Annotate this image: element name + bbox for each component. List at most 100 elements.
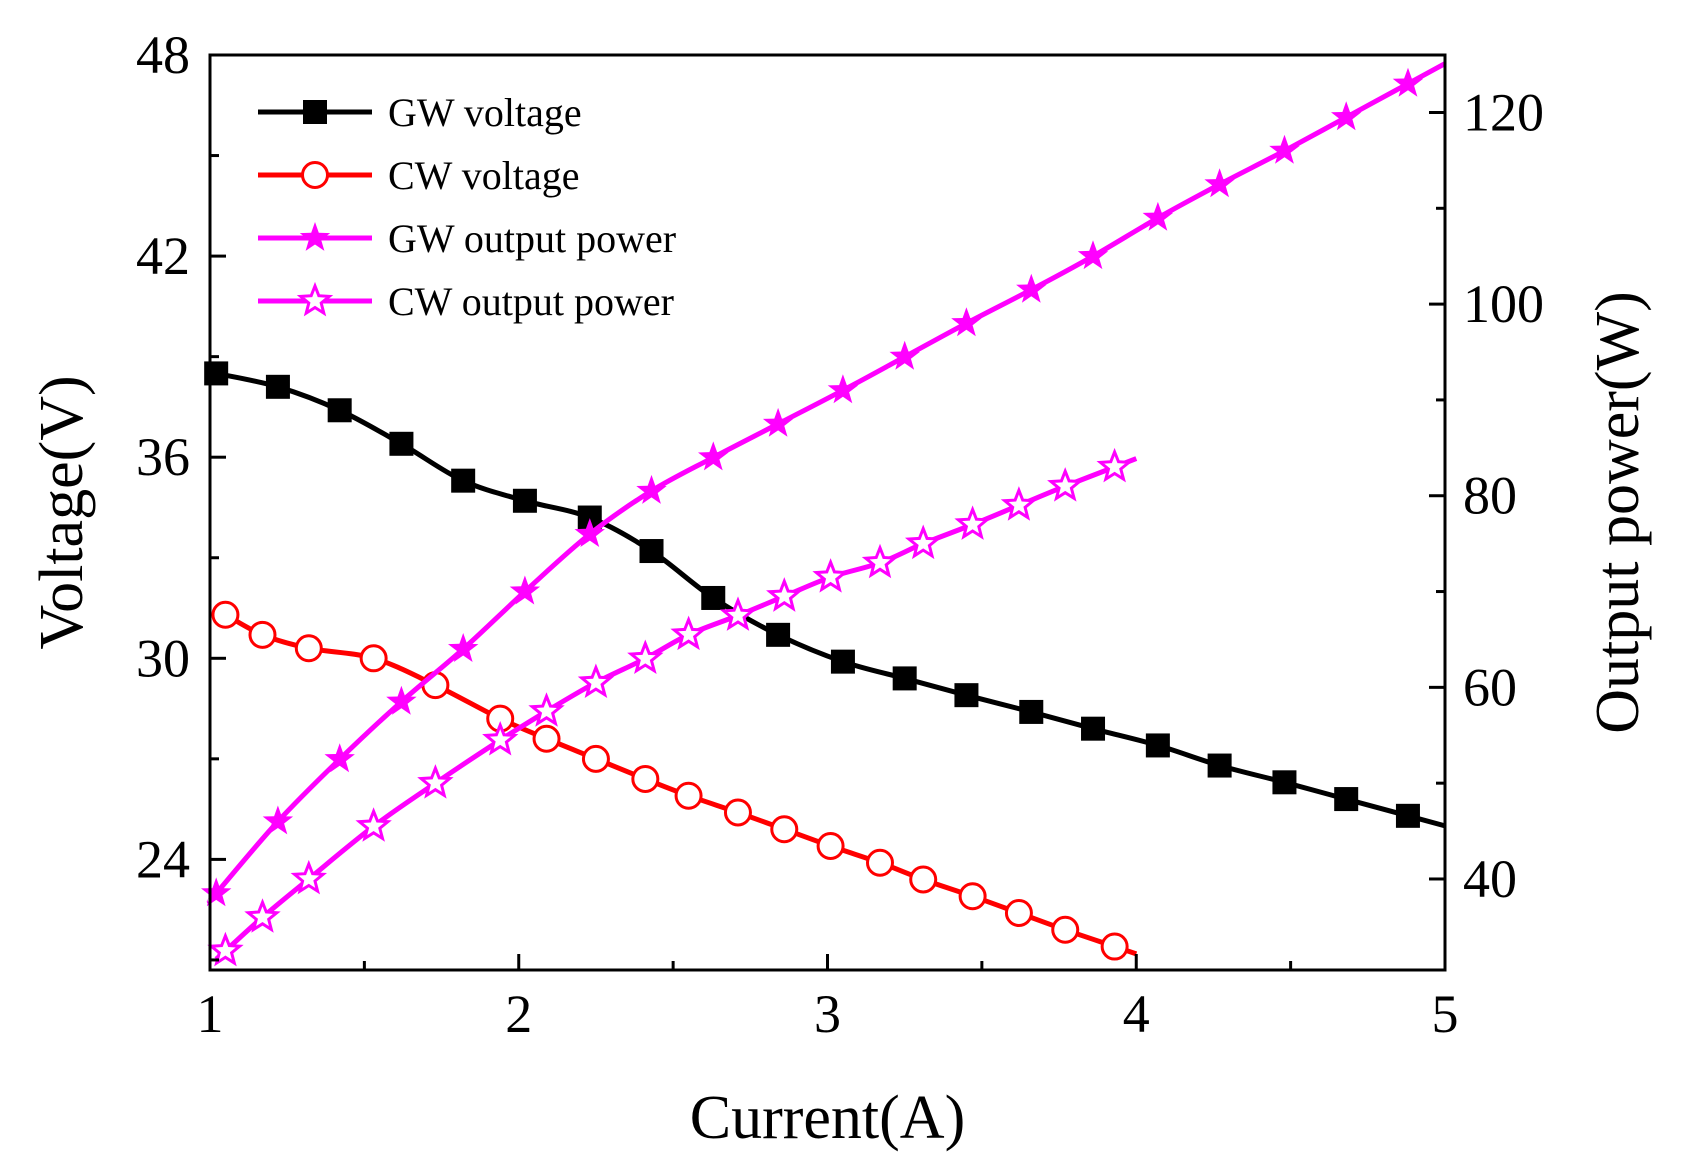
data-point (1269, 134, 1300, 164)
data-point (1272, 770, 1297, 795)
data-point (327, 398, 352, 423)
data-point (909, 865, 938, 894)
data-point (581, 744, 610, 773)
legend-marker (299, 222, 331, 251)
legend-item: CW output power (258, 279, 674, 324)
data-point (201, 877, 232, 907)
y-tick-label: 42 (136, 226, 190, 286)
y2-tick-label: 40 (1463, 849, 1517, 909)
data-point (1395, 803, 1420, 828)
data-point (482, 720, 519, 756)
ticks-layer: 1 2 3 4 5 24 30 36 42 48 40 60 80 100 120 (136, 25, 1544, 1044)
data-point (577, 663, 615, 699)
y-axis-title: Voltage(V) (28, 375, 96, 649)
series-line (206, 61, 1447, 904)
y-tick-label: 48 (136, 25, 190, 85)
data-point (698, 441, 729, 471)
series-cw-voltage (211, 600, 1138, 961)
data-point (421, 671, 450, 700)
data-point (719, 596, 757, 631)
data-point (574, 518, 605, 547)
data-point (1004, 899, 1033, 928)
data-point (512, 488, 537, 513)
x-tick-label: 1 (197, 984, 224, 1044)
data-point (951, 307, 982, 337)
series-cw-output-power (207, 447, 1138, 967)
legend-marker (301, 161, 329, 189)
legend-label: GW output power (388, 216, 676, 261)
y2-tick-label: 120 (1463, 82, 1544, 142)
series-line (215, 607, 1138, 957)
data-point (1081, 716, 1106, 741)
data-point (207, 931, 244, 967)
series-line (214, 456, 1138, 962)
data-point (766, 577, 803, 612)
legend: GW voltage CW voltage GW output power CW ou… (258, 90, 676, 324)
data-point (1077, 240, 1109, 270)
series-layer (201, 61, 1447, 967)
data-point (639, 539, 664, 564)
data-point (1019, 699, 1044, 724)
data-point (389, 431, 414, 456)
data-point (954, 683, 979, 708)
y2-axis-title: Output power(W) (1584, 291, 1652, 733)
data-point (827, 374, 859, 404)
y-tick-label: 30 (136, 628, 190, 688)
data-point (509, 575, 541, 605)
data-point (812, 558, 849, 593)
data-point (861, 543, 899, 579)
legend-item: GW voltage (258, 90, 582, 135)
data-point (1204, 168, 1235, 198)
y-tick-label: 36 (136, 427, 190, 487)
series-gw-voltage (204, 361, 1446, 829)
data-point (324, 743, 355, 773)
legend-item: GW output power (258, 216, 676, 261)
data-point (816, 831, 845, 860)
data-point (451, 468, 476, 493)
data-point (1207, 753, 1232, 778)
data-point (1392, 67, 1424, 97)
x-tick-label: 3 (814, 984, 841, 1044)
legend-label: GW voltage (388, 90, 582, 135)
data-point (248, 620, 277, 649)
legend-marker (296, 281, 334, 317)
x-tick-label: 4 (1123, 984, 1150, 1044)
data-point (528, 692, 565, 727)
data-point (355, 807, 392, 842)
data-point (386, 685, 417, 715)
data-point (1000, 486, 1038, 521)
data-point (1096, 447, 1133, 483)
legend-marker (303, 100, 327, 124)
y2-tick-label: 100 (1463, 274, 1544, 334)
data-point (889, 340, 920, 370)
data-point (204, 361, 229, 386)
legend-label: CW output power (388, 279, 674, 324)
x-axis-title: Current(A) (690, 1084, 965, 1152)
data-point (1145, 733, 1170, 758)
data-point (1331, 101, 1362, 131)
legend-label: CW voltage (388, 153, 579, 198)
data-point (723, 798, 752, 827)
data-point (448, 633, 479, 662)
data-point (904, 524, 942, 560)
data-point (1051, 915, 1080, 944)
data-point (290, 859, 328, 895)
y-tick-label: 24 (136, 829, 190, 889)
x-tick-label: 5 (1432, 984, 1459, 1044)
data-point (674, 781, 703, 810)
data-point (892, 666, 917, 691)
legend-item: CW voltage (258, 153, 579, 198)
data-point (766, 622, 791, 647)
data-point (417, 764, 454, 799)
series-gw-output-power (201, 61, 1447, 907)
data-point (211, 600, 240, 629)
y2-tick-label: 80 (1463, 466, 1517, 526)
data-point (770, 815, 799, 844)
x-tick-label: 2 (505, 984, 532, 1044)
data-point (1100, 932, 1129, 961)
data-point (627, 639, 664, 675)
data-point (1047, 467, 1084, 502)
y2-tick-label: 60 (1463, 657, 1517, 717)
